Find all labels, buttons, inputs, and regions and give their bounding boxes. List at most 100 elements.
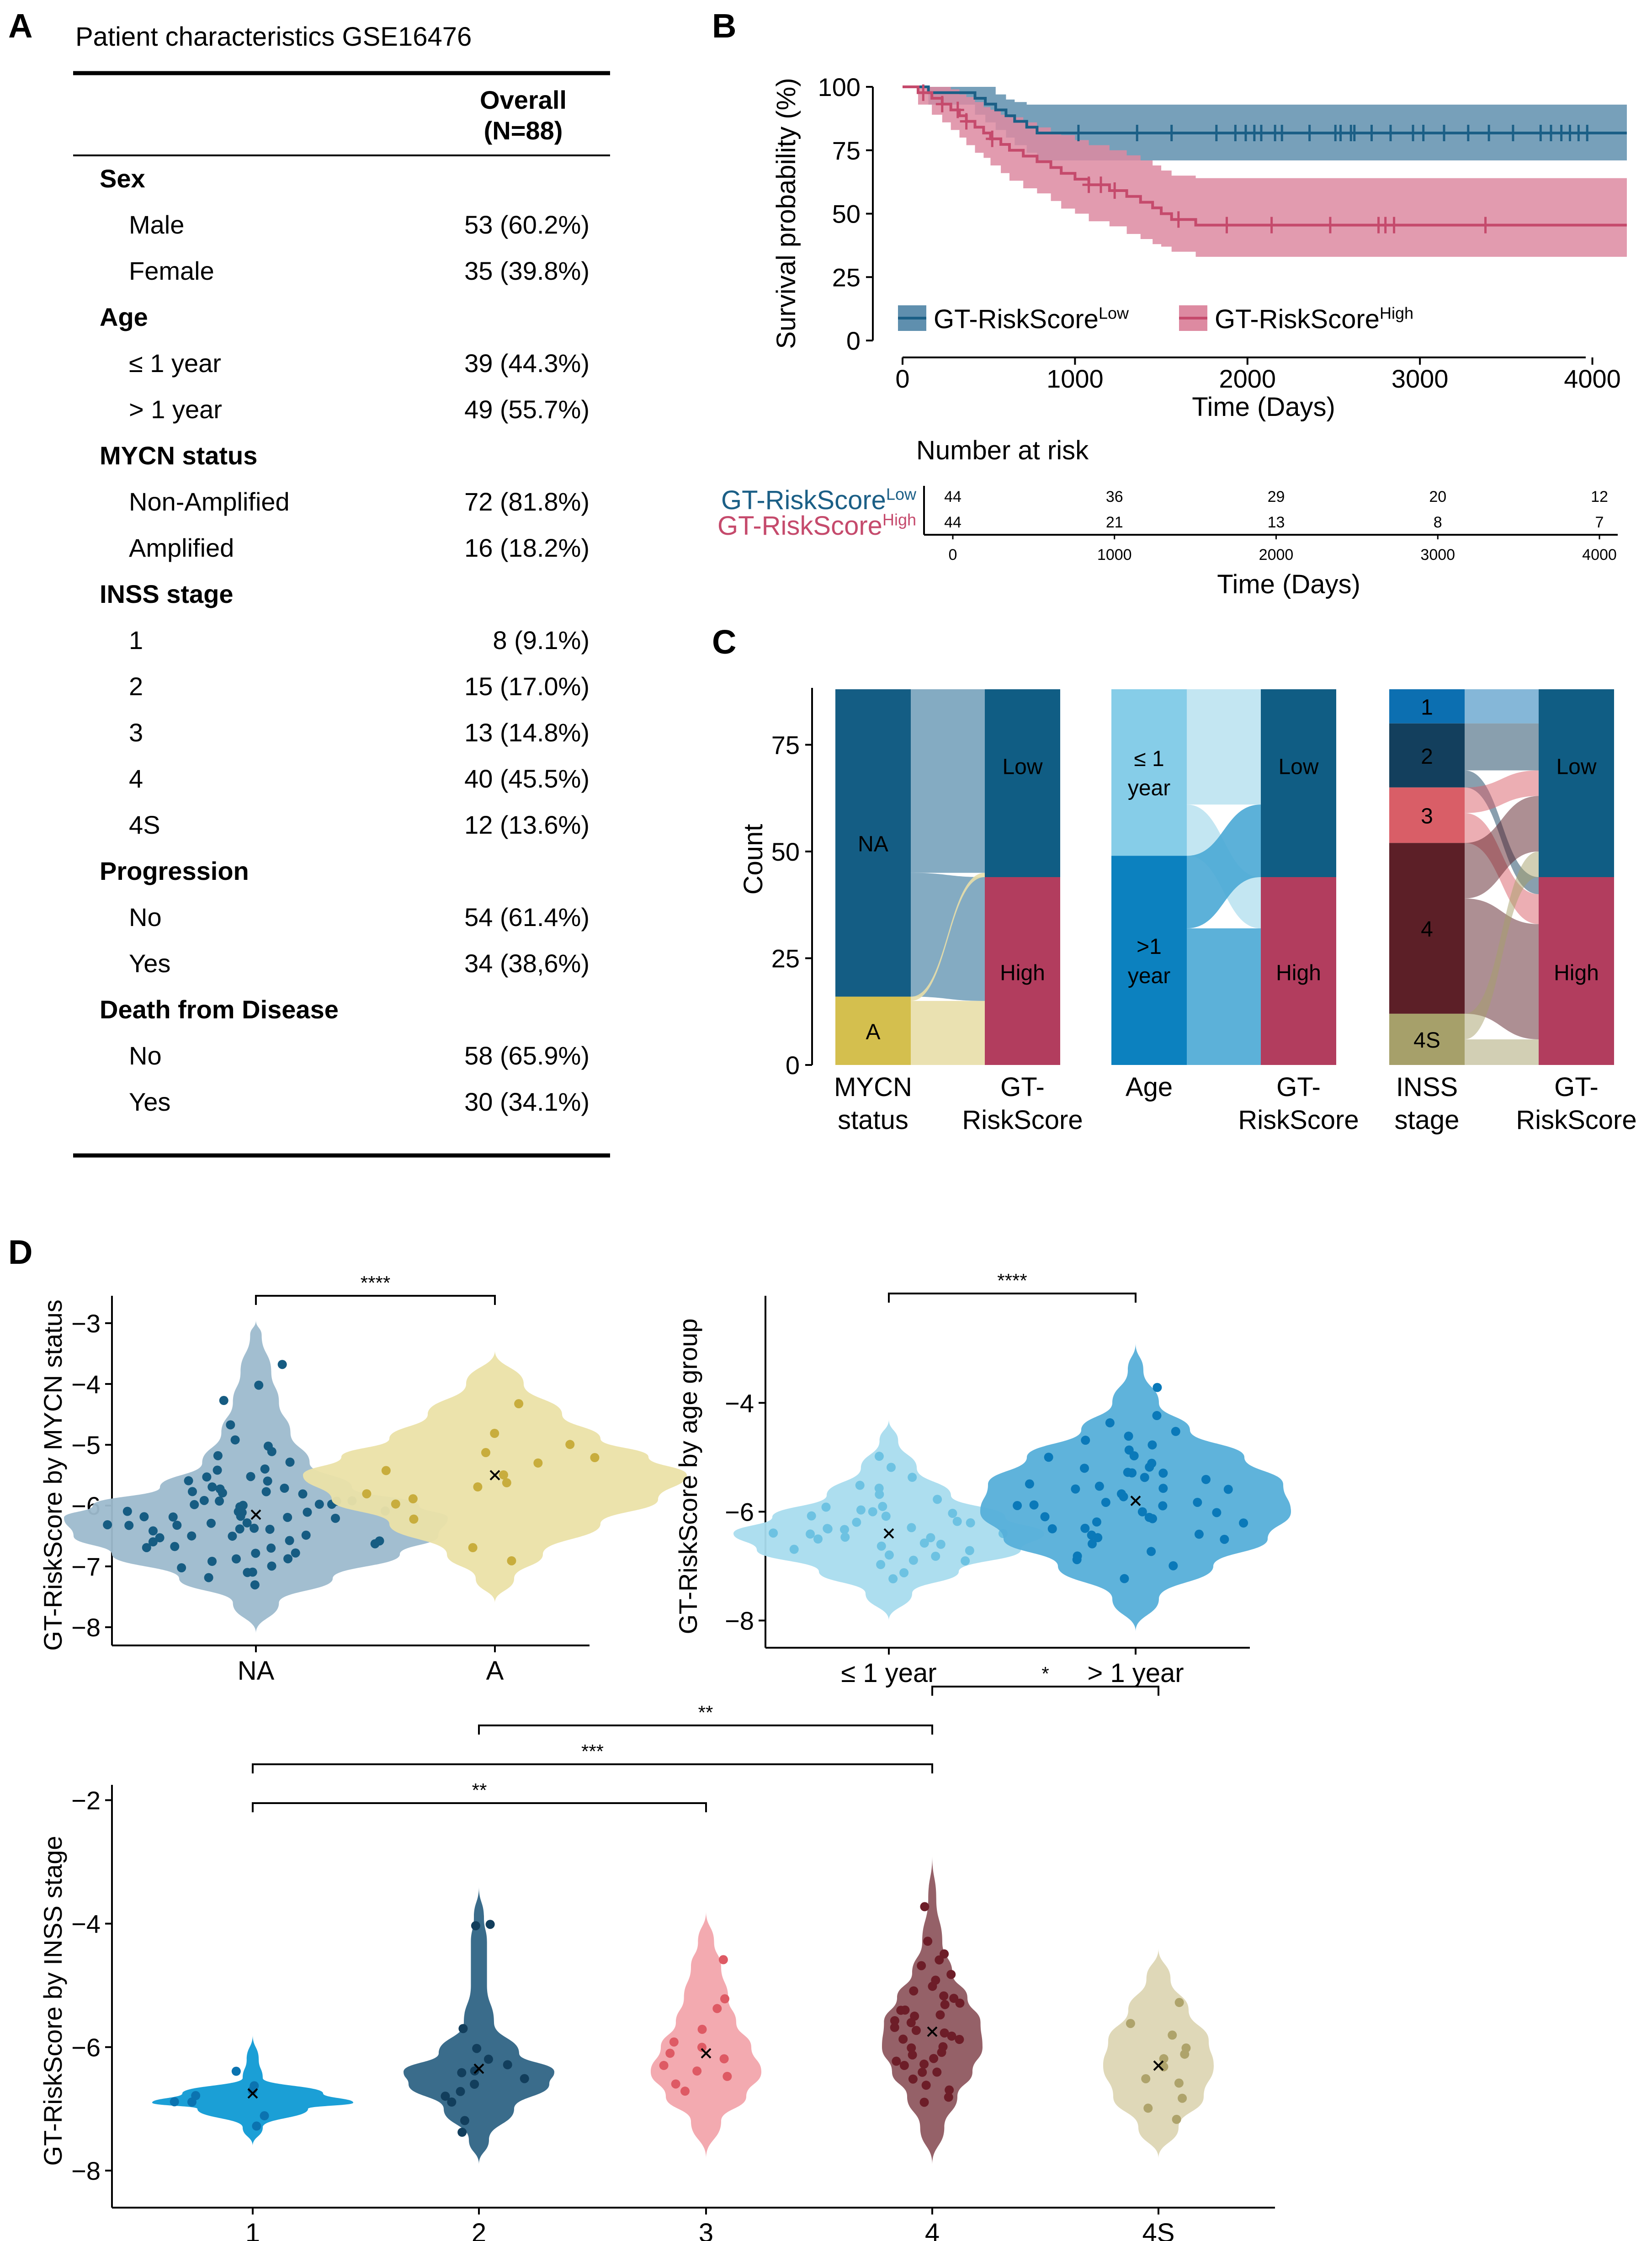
- data-point: [899, 1568, 909, 1577]
- table-row-value: 53 (60.2%): [464, 210, 590, 239]
- data-point: [514, 1399, 524, 1409]
- stratum-bar: [1389, 689, 1465, 724]
- data-point: [1124, 1445, 1134, 1455]
- x-tick-label: 4: [925, 2218, 940, 2241]
- data-point: [665, 2049, 675, 2058]
- risk-table-x-title: Time (Days): [1217, 570, 1360, 599]
- x-tick-label: NA: [238, 1656, 275, 1686]
- mean-marker: [1130, 1496, 1141, 1506]
- significance-label: **: [698, 1702, 713, 1723]
- data-point: [1126, 2019, 1135, 2028]
- table-row-label: Yes: [129, 949, 170, 978]
- stratum-bar: [1389, 787, 1465, 843]
- table-section-label: MYCN status: [100, 441, 257, 470]
- significance-bracket: [252, 1763, 933, 1773]
- mean-marker: [489, 1470, 500, 1480]
- data-point: [1040, 1512, 1050, 1522]
- risk-count: 21: [1106, 514, 1123, 531]
- censor-mark: [1094, 176, 1107, 193]
- risk-count: 13: [1268, 514, 1285, 531]
- flow-2-low: [1465, 723, 1539, 771]
- data-point: [813, 1534, 823, 1544]
- data-point: [237, 1508, 247, 1517]
- data-point: [267, 1561, 276, 1571]
- data-point: [168, 1512, 178, 1522]
- alluvial-panel: 0 25 50 75 Count NA A Low High MYCN status GT-RiskS…: [738, 688, 1637, 1135]
- data-point: [910, 2012, 919, 2021]
- data-point: [473, 1482, 483, 1492]
- data-point: [908, 1555, 918, 1565]
- significance-bracket: [252, 1802, 707, 1812]
- data-point: [874, 1484, 884, 1493]
- target-label-high: High: [1554, 961, 1599, 985]
- censor-mark: [1479, 217, 1492, 234]
- data-point: [697, 2043, 706, 2052]
- data-point: [254, 1380, 264, 1390]
- censor-mark: [1108, 182, 1121, 199]
- censor-mark: [1072, 125, 1085, 142]
- y-tick-label: −8: [71, 2156, 101, 2185]
- data-point: [283, 1554, 293, 1564]
- violin->-1-year: [980, 1343, 1291, 1632]
- table-row-value: 54 (61.4%): [464, 903, 590, 932]
- data-point: [207, 1518, 216, 1528]
- ci-band-high: [903, 87, 1627, 257]
- data-point: [1116, 1489, 1126, 1499]
- data-point: [920, 1902, 930, 1911]
- data-point: [1071, 1484, 1080, 1494]
- flow-≤-1-year-low: [1187, 689, 1261, 805]
- data-point: [944, 2092, 953, 2102]
- target-label-low: Low: [1556, 755, 1596, 779]
- table-row-value: 34 (38,6%): [464, 949, 590, 978]
- censor-mark: [951, 101, 964, 118]
- x-tick-label: ≤ 1 year: [841, 1658, 936, 1688]
- data-point: [260, 1464, 270, 1474]
- data-point: [1223, 1485, 1233, 1494]
- data-point: [219, 1396, 228, 1405]
- risk-count: 7: [1595, 514, 1604, 531]
- data-point: [966, 1518, 975, 1528]
- x-axis-label: Age: [1126, 1072, 1173, 1102]
- data-point: [692, 2066, 702, 2076]
- data-point: [1092, 1517, 1101, 1527]
- data-point: [908, 2050, 917, 2060]
- data-point: [280, 1484, 289, 1493]
- censor-mark: [1210, 125, 1223, 142]
- mean-marker: [247, 2088, 258, 2099]
- y-tick-label: −8: [71, 1613, 101, 1642]
- x-tick-label: 4S: [1142, 2218, 1175, 2241]
- data-point: [908, 2074, 918, 2084]
- violin-inss-panel: −8 −6 −4 −2GT-RiskScore by INSS stage 1 2 3 4 4S…: [38, 1663, 1275, 2241]
- risk-x-tick-label: 4000: [1582, 546, 1617, 564]
- data-point: [1087, 1530, 1096, 1540]
- data-point: [1171, 1427, 1180, 1436]
- data-point: [1044, 1453, 1053, 1462]
- data-point: [939, 1991, 949, 2001]
- data-point: [170, 1542, 180, 1551]
- data-point: [947, 2031, 956, 2041]
- risk-x-tick-label: 3000: [1420, 546, 1455, 564]
- table-row-label: 3: [129, 718, 143, 747]
- table-row-label: 2: [129, 672, 143, 701]
- data-point: [932, 2067, 942, 2077]
- table-row-value: 39 (44.3%): [464, 349, 590, 378]
- significance-label: ****: [997, 1270, 1027, 1291]
- y-tick-label: 25: [832, 263, 861, 292]
- target-bar-low: [1261, 689, 1336, 877]
- data-point: [202, 1472, 212, 1482]
- risk-count: 8: [1434, 514, 1442, 531]
- data-point: [931, 1551, 940, 1561]
- censor-mark: [1303, 125, 1316, 142]
- censor-mark: [1265, 217, 1278, 234]
- table-row-value: 35 (39.8%): [464, 256, 590, 285]
- data-point: [1148, 1514, 1158, 1523]
- flow-3-low: [1465, 770, 1539, 813]
- data-point: [888, 1574, 898, 1584]
- panel-label-b: B: [712, 7, 736, 45]
- data-point: [212, 1465, 222, 1475]
- censor-mark: [1131, 125, 1144, 142]
- flow-1-low: [1465, 689, 1539, 724]
- data-point: [155, 1533, 165, 1543]
- x-tick-label: 4000: [1564, 364, 1621, 393]
- stratum-label: 4S: [1413, 1028, 1440, 1053]
